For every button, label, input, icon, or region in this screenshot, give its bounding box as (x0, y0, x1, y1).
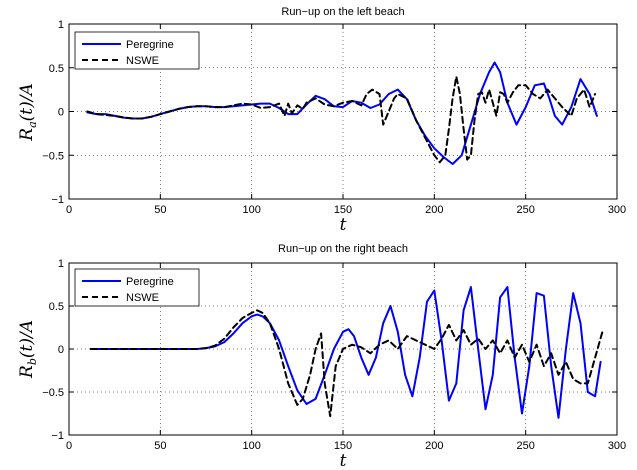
series-line-peregrine (89, 286, 602, 419)
y-tick-label: −0.5 (42, 150, 64, 162)
y-tick-label: 0.5 (49, 301, 64, 313)
y-axis-label: Ra(t)/A (17, 83, 39, 141)
x-tick-label: 300 (608, 204, 626, 216)
x-axis-label: t (340, 451, 347, 470)
chart-title: Run−up on the right beach (278, 243, 408, 255)
chart-title: Run−up on the left beach (281, 6, 404, 18)
legend-label-peregrine: Peregrine (126, 39, 174, 51)
x-tick-label: 150 (334, 440, 352, 452)
x-tick-label: 200 (425, 204, 443, 216)
y-tick-label: 1 (58, 258, 64, 270)
x-axis-label: t (340, 215, 347, 235)
series-lines (86, 61, 598, 165)
axis-ticks: 0 50 100 150 200 250 300 −1 −0.5 0 0.5 1 (42, 258, 626, 452)
legend-label-peregrine: Peregrine (126, 276, 174, 288)
series-line-nswe (89, 309, 604, 418)
legend: Peregrine NSWE (74, 31, 200, 70)
x-tick-label: 200 (425, 440, 443, 452)
legend-label-nswe: NSWE (126, 292, 159, 304)
x-tick-label: 0 (66, 204, 72, 216)
y-tick-label: 0 (58, 107, 64, 119)
subplot-left-beach: Run−up on the left beach 0 50 100 150 200 250… (17, 6, 626, 235)
y-tick-label: −1 (51, 430, 64, 442)
x-tick-label: 100 (242, 440, 260, 452)
y-tick-label: −1 (51, 194, 64, 206)
y-tick-label: −0.5 (42, 387, 64, 399)
legend-box (74, 268, 200, 307)
subplot-right-beach: Run−up on the right beach 0 50 100 150 200 25… (17, 243, 626, 470)
y-tick-label: 0.5 (49, 63, 64, 75)
y-tick-label: 0 (58, 344, 64, 356)
series-line-peregrine (86, 61, 598, 165)
x-tick-label: 50 (154, 440, 166, 452)
y-axis-label: Rb(t)/A (17, 320, 39, 379)
series-lines (89, 286, 604, 419)
y-tick-label: 1 (58, 19, 64, 31)
legend-label-nswe: NSWE (126, 55, 159, 67)
legend: Peregrine NSWE (74, 268, 200, 307)
x-tick-label: 300 (608, 440, 626, 452)
x-tick-label: 250 (516, 204, 534, 216)
x-tick-label: 0 (66, 440, 72, 452)
x-tick-label: 150 (334, 204, 352, 216)
x-tick-label: 100 (242, 204, 260, 216)
legend-box (74, 31, 200, 70)
x-tick-label: 250 (516, 440, 534, 452)
axis-ticks: 0 50 100 150 200 250 300 −1 −0.5 0 0.5 1 (42, 19, 626, 216)
x-tick-label: 50 (154, 204, 166, 216)
